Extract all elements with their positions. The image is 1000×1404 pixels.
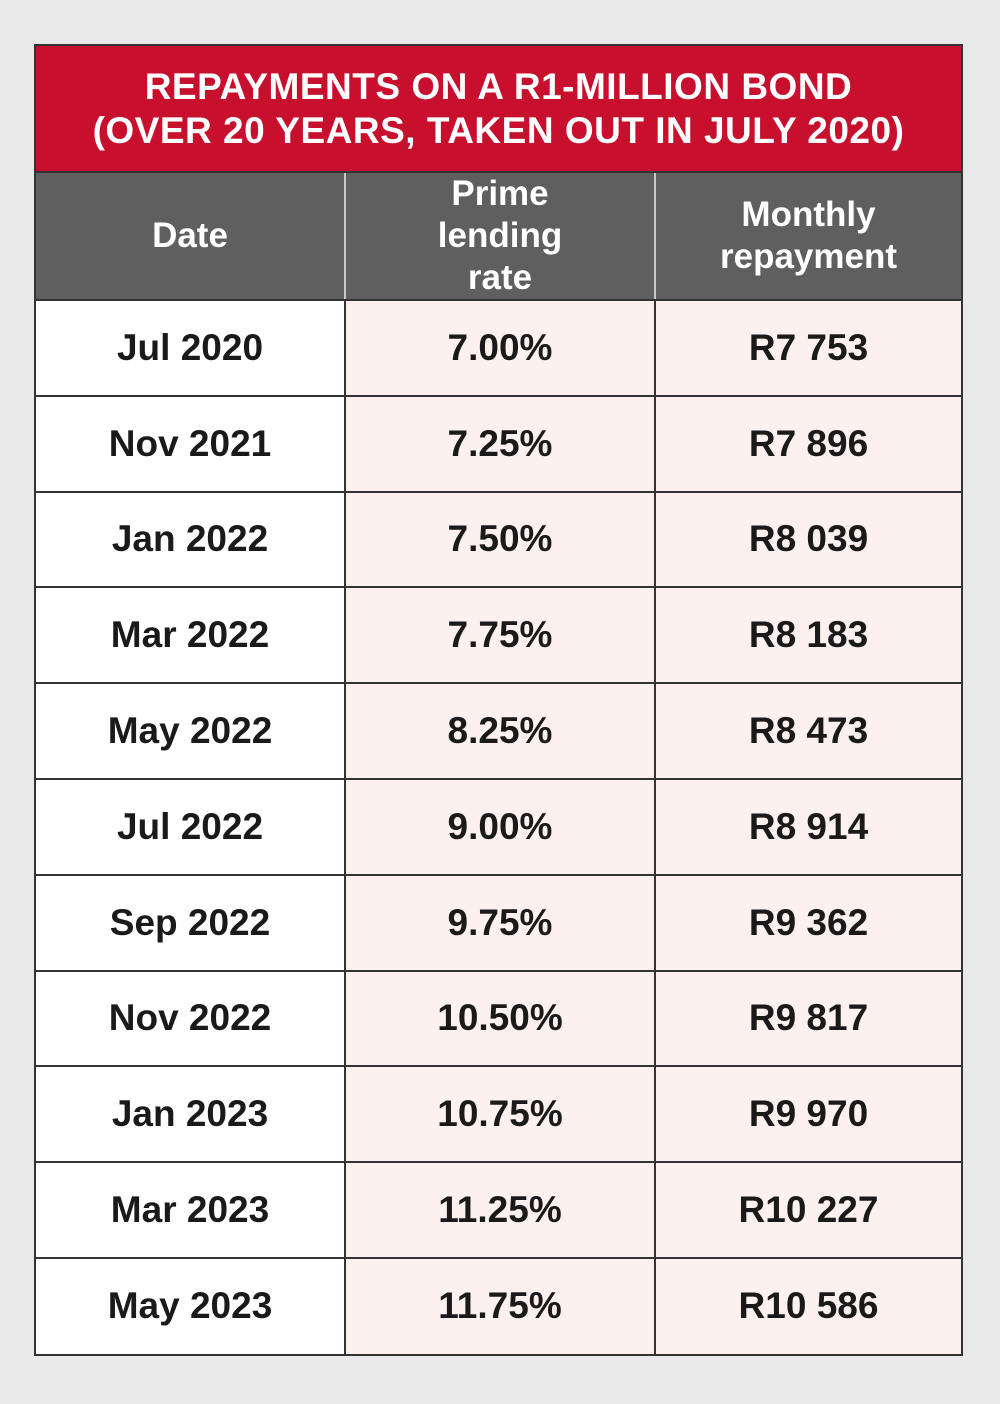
repayment-cell: R10 586 bbox=[655, 1257, 961, 1354]
table-title: REPAYMENTS ON A R1-MILLION BOND (OVER 20… bbox=[36, 46, 961, 173]
table-row: Jul 2022 9.00% R8 914 bbox=[36, 778, 961, 876]
table-row: Nov 2021 7.25% R7 896 bbox=[36, 395, 961, 493]
table-title-line-1: REPAYMENTS ON A R1-MILLION BOND bbox=[144, 65, 853, 107]
table-title-line-2: (OVER 20 YEARS, TAKEN OUT IN JULY 2020) bbox=[92, 109, 905, 151]
table-row: Jan 2022 7.50% R8 039 bbox=[36, 491, 961, 589]
repayments-table: Date Prime lending rate Monthly repaymen… bbox=[36, 173, 961, 1354]
table-row: Sep 2022 9.75% R9 362 bbox=[36, 874, 961, 972]
repayment-cell: R7 896 bbox=[655, 395, 961, 493]
repayment-cell: R7 753 bbox=[655, 300, 961, 397]
date-cell: Jul 2020 bbox=[36, 300, 346, 397]
date-cell: Mar 2023 bbox=[36, 1162, 346, 1259]
rate-cell: 10.75% bbox=[345, 1066, 656, 1164]
table-row: Jan 2023 10.75% R9 970 bbox=[36, 1066, 961, 1164]
date-cell: Jan 2023 bbox=[36, 1066, 346, 1164]
rate-cell: 11.75% bbox=[345, 1257, 656, 1354]
repayment-cell: R8 473 bbox=[655, 683, 961, 780]
date-cell: Jan 2022 bbox=[36, 491, 346, 589]
repayment-cell: R8 914 bbox=[655, 778, 961, 876]
date-cell: Nov 2021 bbox=[36, 395, 346, 493]
rate-cell: 9.00% bbox=[345, 778, 656, 876]
table-row: Mar 2022 7.75% R8 183 bbox=[36, 587, 961, 685]
date-cell: May 2023 bbox=[36, 1257, 346, 1354]
rate-cell: 7.75% bbox=[345, 587, 656, 685]
table-row: Jul 2020 7.00% R7 753 bbox=[36, 300, 961, 397]
rate-cell: 11.25% bbox=[345, 1162, 656, 1259]
date-cell: Nov 2022 bbox=[36, 970, 346, 1068]
date-cell: Jul 2022 bbox=[36, 778, 346, 876]
repayment-cell: R10 227 bbox=[655, 1162, 961, 1259]
table-row: Mar 2023 11.25% R10 227 bbox=[36, 1162, 961, 1259]
table-row: May 2022 8.25% R8 473 bbox=[36, 683, 961, 780]
rate-cell: 10.50% bbox=[345, 970, 656, 1068]
date-cell: May 2022 bbox=[36, 683, 346, 780]
table-header-row: Date Prime lending rate Monthly repaymen… bbox=[36, 173, 961, 301]
repayments-table-card: REPAYMENTS ON A R1-MILLION BOND (OVER 20… bbox=[34, 44, 963, 1356]
date-cell: Sep 2022 bbox=[36, 874, 346, 972]
table-row: May 2023 11.75% R10 586 bbox=[36, 1257, 961, 1354]
repayment-cell: R8 183 bbox=[655, 587, 961, 685]
repayment-cell: R9 817 bbox=[655, 970, 961, 1068]
rate-cell: 9.75% bbox=[345, 874, 656, 972]
table-row: Nov 2022 10.50% R9 817 bbox=[36, 970, 961, 1068]
table-body: Jul 2020 7.00% R7 753 Nov 2021 7.25% R7 896 Ja… bbox=[36, 300, 961, 1354]
header-monthly-repayment: Monthly repayment bbox=[655, 173, 961, 301]
rate-cell: 7.00% bbox=[345, 300, 656, 397]
rate-cell: 7.25% bbox=[345, 395, 656, 493]
repayment-cell: R9 362 bbox=[655, 874, 961, 972]
header-prime-lending-rate: Prime lending rate bbox=[345, 173, 656, 301]
header-date: Date bbox=[36, 173, 346, 301]
repayment-cell: R8 039 bbox=[655, 491, 961, 589]
rate-cell: 8.25% bbox=[345, 683, 656, 780]
repayment-cell: R9 970 bbox=[655, 1066, 961, 1164]
rate-cell: 7.50% bbox=[345, 491, 656, 589]
date-cell: Mar 2022 bbox=[36, 587, 346, 685]
